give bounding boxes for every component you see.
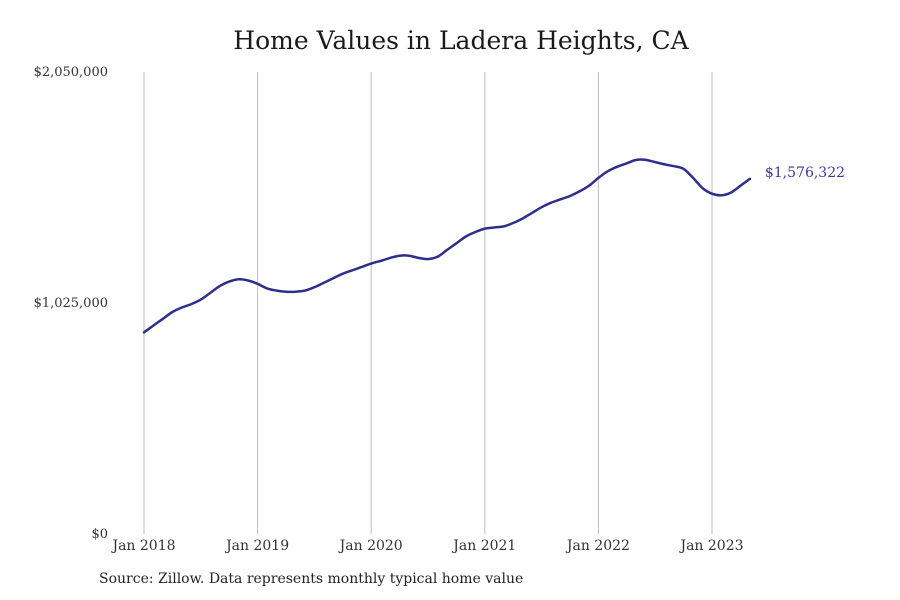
- x-tick-label: Jan 2022: [565, 538, 630, 554]
- x-tick-label: Jan 2019: [224, 538, 289, 554]
- gridlines: [143, 72, 713, 534]
- x-tick-label: Jan 2021: [451, 538, 516, 554]
- x-axis-ticks: Jan 2018 Jan 2019 Jan 2020 Jan 2021 Jan 2022…: [110, 538, 743, 554]
- series-line: [142, 158, 752, 334]
- source-note: Source: Zillow. Data represents monthly …: [99, 571, 524, 587]
- y-axis-ticks: $0 $1,025,000 $2,050,000: [34, 65, 108, 542]
- x-tick-label: Jan 2023: [678, 538, 743, 554]
- y-tick-label: $0: [91, 527, 108, 542]
- y-tick-label: $2,050,000: [34, 65, 108, 80]
- x-tick-label: Jan 2020: [338, 538, 403, 554]
- x-tick-label: Jan 2018: [110, 538, 175, 554]
- last-value-label: $1,576,322: [765, 165, 845, 181]
- chart-title: Home Values in Ladera Heights, CA: [233, 26, 689, 55]
- y-tick-label: $1,025,000: [34, 296, 108, 311]
